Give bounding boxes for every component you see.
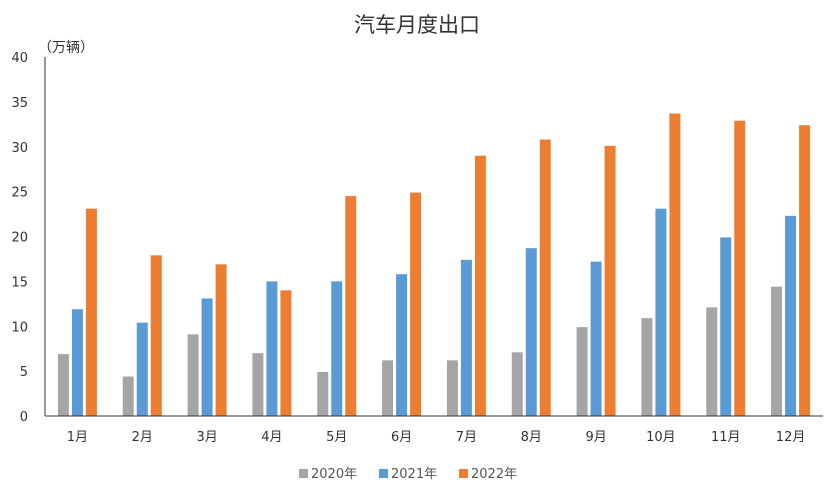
x-tick-label: 12月	[776, 430, 806, 445]
bar-2022年-4月	[280, 290, 292, 416]
legend-swatch	[379, 469, 388, 478]
legend-swatch	[459, 469, 468, 478]
bar-2022年-2月	[150, 255, 162, 416]
x-tick-label: 3月	[196, 430, 217, 445]
x-tick-label: 6月	[391, 430, 412, 445]
bar-2020年-2月	[122, 376, 134, 416]
x-tick-label: 1月	[67, 430, 88, 445]
bar-2021年-5月	[331, 281, 343, 416]
bar-2022年-9月	[604, 145, 616, 417]
bar-2020年-12月	[771, 286, 783, 416]
y-tick-label: 15	[11, 275, 28, 290]
chart-title: 汽车月度出口	[354, 13, 480, 37]
bar-2021年-1月	[71, 309, 83, 416]
bar-2021年-3月	[201, 298, 213, 416]
legend-label: 2022年	[471, 467, 517, 482]
bar-2021年-12月	[785, 215, 797, 416]
y-tick-label: 35	[11, 96, 28, 111]
bar-2021年-10月	[655, 208, 667, 416]
bars-group	[57, 113, 811, 417]
y-tick-label: 10	[11, 320, 28, 335]
bar-2020年-6月	[382, 360, 394, 416]
x-axis: 1月 2月 3月 4月 5月 6月 7月 8月 9月 10月 11月 12月	[45, 415, 823, 445]
bar-2022年-10月	[669, 113, 681, 416]
bar-2022年-6月	[410, 192, 422, 416]
y-tick-label: 30	[11, 141, 28, 156]
legend: 2020年 2021年 2022年	[299, 467, 517, 482]
bar-2022年-8月	[539, 139, 551, 416]
legend-swatch	[299, 469, 308, 478]
bar-2020年-3月	[187, 334, 199, 416]
legend-label: 2020年	[311, 467, 357, 482]
bar-2022年-11月	[734, 120, 746, 416]
x-tick-label: 5月	[326, 430, 347, 445]
bar-2021年-9月	[590, 261, 602, 416]
bar-2022年-1月	[85, 208, 97, 416]
x-tick-label: 9月	[585, 430, 606, 445]
bar-2020年-7月	[446, 360, 458, 416]
bar-2021年-2月	[136, 322, 148, 416]
x-tick-label: 7月	[456, 430, 477, 445]
bar-2022年-5月	[345, 196, 357, 416]
bar-2020年-1月	[57, 354, 69, 416]
bar-2020年-5月	[317, 372, 329, 416]
y-tick-label: 20	[11, 231, 28, 246]
bar-2020年-9月	[576, 327, 588, 416]
bar-2022年-3月	[215, 264, 227, 416]
x-tick-label: 2月	[132, 430, 153, 445]
y-tick-label: 25	[11, 186, 28, 201]
x-tick-label: 10月	[646, 430, 676, 445]
x-tick-label: 8月	[521, 430, 542, 445]
bar-2021年-4月	[266, 281, 278, 416]
legend-label: 2021年	[391, 467, 437, 482]
bar-2020年-11月	[706, 307, 718, 416]
bar-2020年-4月	[252, 353, 264, 416]
bar-2020年-8月	[511, 352, 523, 416]
bar-2022年-12月	[799, 125, 811, 417]
x-tick-label: 4月	[261, 430, 282, 445]
x-tick-label: 11月	[711, 430, 741, 445]
bar-2021年-8月	[525, 248, 537, 416]
y-tick-label: 5	[20, 365, 28, 380]
y-tick-label: 40	[11, 51, 28, 66]
bar-2021年-7月	[460, 259, 472, 416]
y-tick-label: 0	[20, 410, 28, 425]
bar-2020年-10月	[641, 318, 653, 416]
y-axis: 0 5 10 15 20 25 30 35 40	[11, 51, 46, 425]
bar-2022年-7月	[474, 155, 486, 416]
y-unit-label: （万辆）	[38, 40, 94, 56]
bar-2021年-6月	[396, 274, 408, 416]
bar-2021年-11月	[720, 237, 732, 416]
